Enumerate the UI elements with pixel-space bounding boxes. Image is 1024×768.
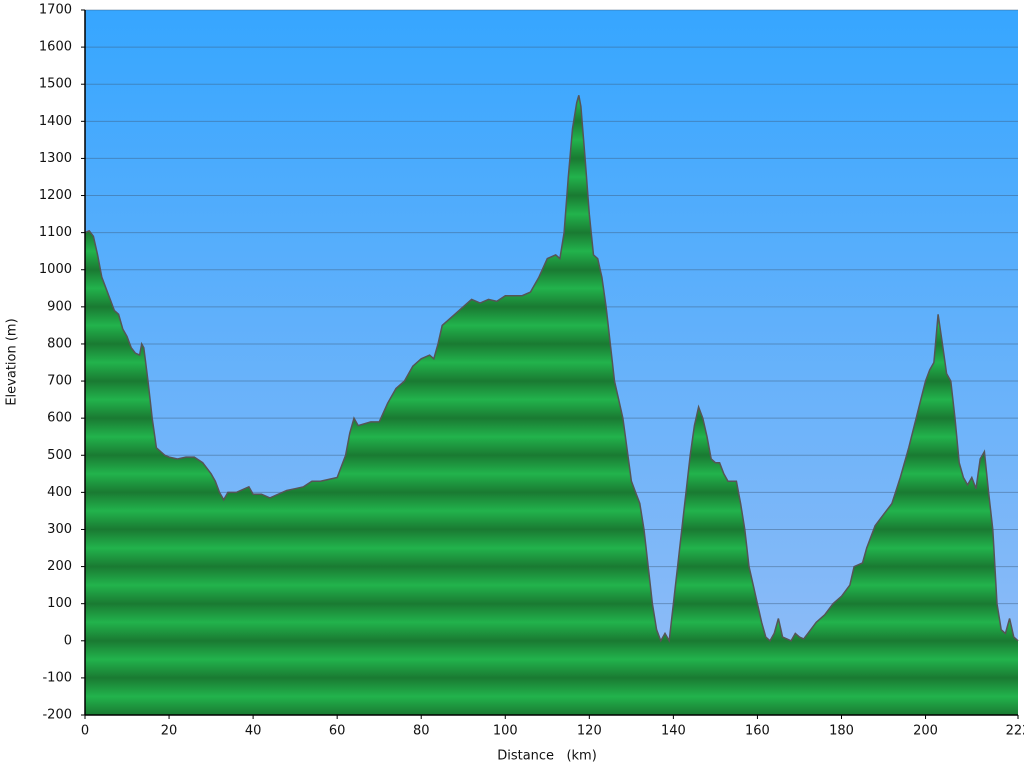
elevation-line (84, 95, 1019, 644)
x-tick-label: 0 (81, 724, 89, 739)
x-tick-label: 40 (245, 724, 262, 739)
y-tick-label: -100 (42, 670, 72, 685)
series (84, 95, 1019, 716)
y-tick-label: 700 (47, 374, 72, 389)
y-tick-label: 1300 (39, 151, 72, 166)
x-tick-label: 140 (661, 724, 686, 739)
y-tick-label: 900 (47, 299, 72, 314)
y-tick-label: 800 (47, 336, 72, 351)
x-tick-label: 222 (1006, 724, 1024, 739)
x-tick-label: 120 (577, 724, 602, 739)
x-tick-label: 200 (913, 724, 938, 739)
y-tick-label: 1200 (39, 188, 72, 203)
x-tick-label: 80 (413, 724, 430, 739)
x-tick-label: 20 (161, 724, 178, 739)
y-tick-label: 1700 (39, 3, 72, 18)
y-tick-label: 1400 (39, 114, 72, 129)
y-tick-label: -200 (42, 708, 72, 723)
y-tick-label: 300 (47, 522, 72, 537)
x-axis-title: Distance (km) (497, 749, 597, 764)
y-tick-label: 1600 (39, 40, 72, 55)
y-tick-label: 1100 (39, 225, 72, 240)
y-tick-label: 0 (64, 633, 72, 648)
y-tick-label: 200 (47, 559, 72, 574)
area-fill (85, 95, 1018, 716)
y-tick-label: 500 (47, 448, 72, 463)
y-axis-title: Elevation (m) (5, 318, 20, 405)
y-tick-label: 100 (47, 596, 72, 611)
y-tick-label: 600 (47, 411, 72, 426)
axes: -200-10001002003004005006007008009001000… (39, 3, 1024, 739)
y-tick-label: 400 (47, 485, 72, 500)
x-tick-label: 160 (745, 724, 770, 739)
y-tick-label: 1000 (39, 262, 72, 277)
x-tick-label: 180 (829, 724, 854, 739)
x-tick-label: 100 (493, 724, 518, 739)
y-tick-label: 1500 (39, 77, 72, 92)
x-tick-label: 60 (329, 724, 346, 739)
